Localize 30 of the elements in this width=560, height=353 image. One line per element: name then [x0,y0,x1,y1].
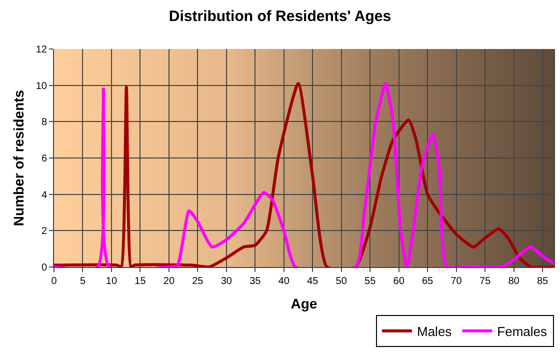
y-tick-label: 4 [41,190,48,201]
x-tick-label: 45 [307,276,319,287]
x-tick-label: 55 [364,276,376,287]
y-axis-title: Number of residents [10,90,26,226]
y-tick-label: 6 [41,154,48,164]
x-tick-label: 60 [393,276,405,287]
x-tick-label: 50 [336,276,348,287]
y-tick-label: 10 [36,80,48,92]
x-tick-label: 35 [250,276,262,287]
x-tick-label: 20 [163,276,175,287]
y-tick-label: 0 [41,262,48,274]
x-tick-label: 65 [422,276,434,287]
x-tick-label: 75 [479,276,492,287]
y-tick-label: 2 [41,226,48,238]
y-tick-label: 8 [41,117,48,128]
x-tick-label: 70 [450,276,462,287]
chart-title: Distribution of Residents' Ages [168,8,392,26]
legend-label: Females [497,324,548,339]
x-tick-label: 10 [106,276,118,287]
x-tick-label: 80 [508,276,520,287]
legend-label: Males [417,324,452,339]
x-tick-label: 15 [134,276,146,287]
x-tick-label: 85 [536,276,549,287]
x-tick-label: 5 [80,276,86,287]
x-tick-label: 25 [192,276,204,287]
x-axis-title: Age [290,295,318,312]
x-tick-label: 40 [278,276,290,287]
y-tick-label: 12 [36,44,48,56]
x-tick-label: 0 [51,276,58,287]
x-tick-label: 30 [220,276,232,287]
